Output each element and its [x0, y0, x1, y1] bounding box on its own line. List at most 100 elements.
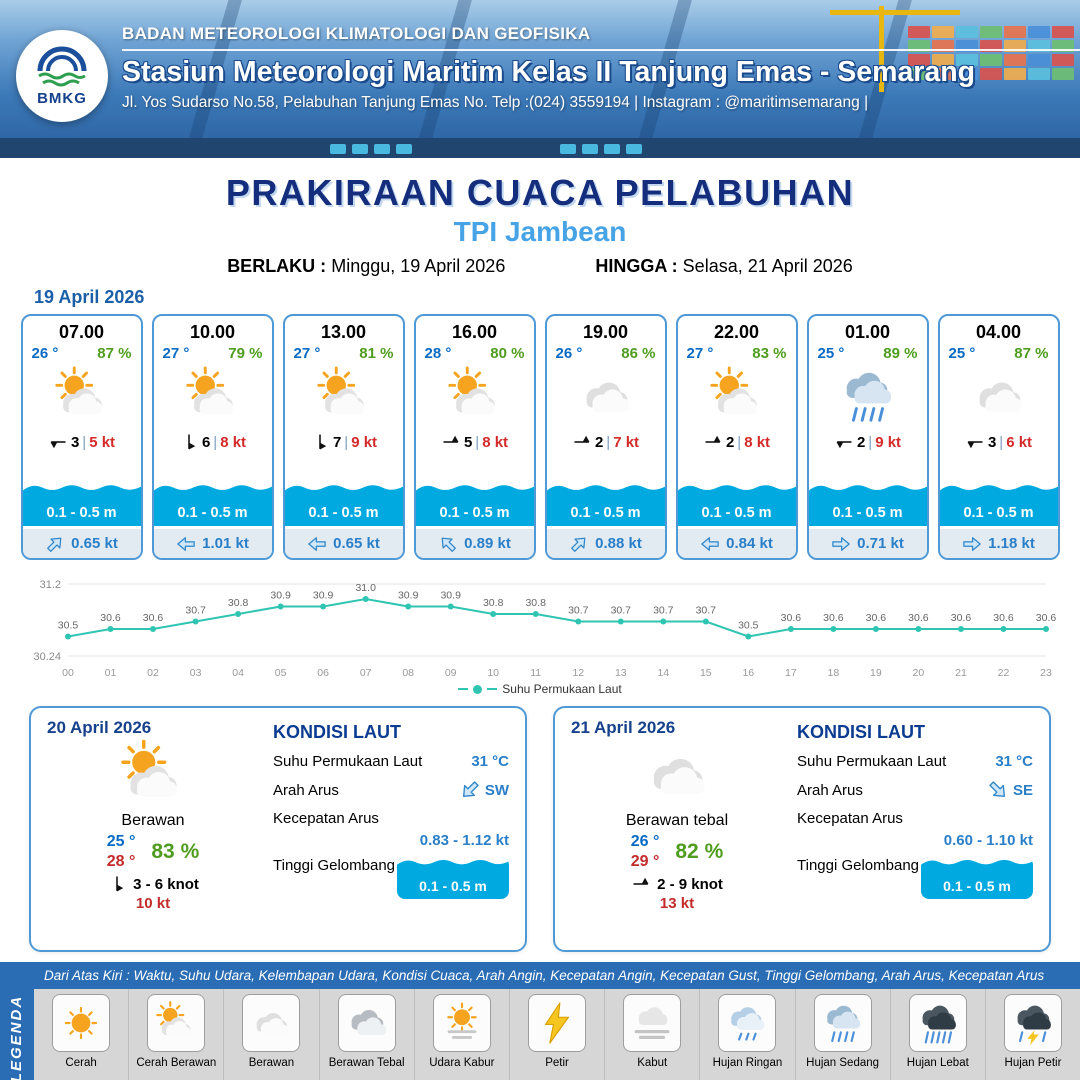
legend-weather-icon — [337, 994, 396, 1052]
humidity: 82 % — [675, 840, 724, 863]
daily-temps: 26 ° 29 ° 82 % — [631, 832, 724, 872]
svg-text:30.6: 30.6 — [908, 612, 929, 624]
svg-text:08: 08 — [402, 667, 414, 679]
legend-label: Hujan Petir — [1004, 1057, 1062, 1069]
svg-text:30.8: 30.8 — [228, 597, 249, 609]
sst-label: Suhu Permukaan Laut — [797, 753, 947, 770]
chart-legend: Suhu Permukaan Laut — [20, 682, 1060, 696]
wind-row: 3 - 6 knot — [107, 874, 199, 894]
legend-line — [458, 688, 469, 690]
wave-crest — [284, 481, 403, 491]
svg-text:31.0: 31.0 — [355, 582, 376, 594]
forecast-time: 10.00 — [189, 322, 236, 342]
air-temperature: 26 ° — [31, 345, 59, 362]
legend-weather-icon — [528, 994, 587, 1052]
wind-row: 5 | 8 kt — [416, 432, 534, 452]
svg-text:30.6: 30.6 — [951, 612, 972, 624]
current-speed: 1.18 kt — [988, 535, 1035, 552]
wave-height-band: 0.1 - 0.5 m — [677, 481, 796, 526]
forecast-card: 04.00 25 ° 87 % 3 | 6 kt 0.1 - 0.5 m 1.1… — [937, 314, 1060, 560]
sea-condition-block: KONDISI LAUT Suhu Permukaan Laut 31 °C A… — [259, 718, 509, 940]
svg-text:30.6: 30.6 — [781, 612, 802, 624]
svg-text:04: 04 — [232, 667, 244, 679]
svg-text:10: 10 — [487, 667, 499, 679]
separator: | — [999, 433, 1004, 451]
page-title: PRAKIRAAN CUACA PELABUHAN — [225, 172, 855, 213]
svg-text:30.7: 30.7 — [185, 605, 206, 617]
current-strip: 1.18 kt — [939, 526, 1058, 558]
svg-text:14: 14 — [657, 667, 669, 679]
location-title: TPI Jambean — [453, 216, 627, 247]
current-speed-value: 0.83 - 1.12 kt — [419, 832, 509, 849]
legend-label: Cerah — [65, 1057, 97, 1069]
current-direction-text: SE — [1012, 781, 1033, 799]
wave-height: 0.1 - 0.5 m — [832, 505, 903, 521]
wave-height-label: Tinggi Gelombang — [797, 857, 920, 874]
svg-text:30.8: 30.8 — [525, 597, 546, 609]
svg-text:20: 20 — [913, 667, 925, 679]
chart-legend-label: Suhu Permukaan Laut — [502, 682, 622, 696]
current-direction-row: Arah Arus SW — [273, 779, 509, 801]
wind-speed: 3 — [70, 433, 80, 451]
temp-min: 25 ° — [106, 833, 136, 850]
legend-vertical-banner: LEGENDA — [0, 989, 34, 1080]
current-speed-row: Kecepatan Arus — [273, 810, 509, 827]
svg-text:07: 07 — [360, 667, 372, 679]
wave-crest — [677, 481, 796, 491]
svg-text:30.6: 30.6 — [993, 612, 1014, 624]
current-speed: 1.01 kt — [202, 535, 249, 552]
temp-max: 28 ° — [106, 853, 136, 870]
wave-height-band: 0.1 - 0.5 m — [284, 481, 403, 526]
current-strip: 0.71 kt — [808, 526, 927, 558]
legend-item: Hujan Lebat — [891, 989, 986, 1080]
current-strip: 0.65 kt — [284, 526, 403, 558]
humidity: 81 % — [359, 345, 394, 362]
wind-speed: 2 — [856, 433, 866, 451]
current-direction-icon — [459, 779, 481, 801]
daily-date: 20 April 2026 — [47, 718, 152, 737]
humidity: 79 % — [228, 345, 263, 362]
legend-section: Dari Atas Kiri : Waktu, Suhu Udara, Kele… — [0, 962, 1080, 1080]
temp-humidity-row: 25 ° 89 % — [809, 343, 927, 362]
wind-range: 2 - 9 knot — [657, 875, 723, 893]
current-direction-text: SW — [484, 781, 509, 799]
legend-weather-icon — [718, 994, 777, 1052]
gust-speed: 9 kt — [875, 433, 902, 451]
sst-value: 31 °C — [995, 753, 1033, 770]
sea-condition-title: KONDISI LAUT — [273, 722, 401, 742]
wave-height-value: 0.1 - 0.5 m — [943, 878, 1011, 894]
current-direction-icon — [176, 534, 196, 554]
wave-height-band: 0.1 - 0.5 m — [808, 481, 927, 526]
header-text-block: BADAN METEOROLOGI KLIMATOLOGI DAN GEOFIS… — [122, 0, 1080, 112]
separator: | — [868, 433, 873, 451]
weather-icon — [285, 364, 403, 428]
legend-item: Hujan Ringan — [700, 989, 796, 1080]
svg-text:16: 16 — [742, 667, 754, 679]
weather-icon — [154, 364, 272, 428]
air-temperature: 25 ° — [817, 345, 845, 362]
daily-forecast-card: 20 April 2026 Berawan 25 ° 28 ° 83 % 3 -… — [29, 706, 527, 952]
temp-humidity-row: 27 ° 83 % — [678, 343, 796, 362]
wind-row: 2 | 9 kt — [809, 432, 927, 452]
temp-range: 26 ° 29 ° — [631, 832, 660, 872]
daily-date: 21 April 2026 — [571, 718, 676, 737]
forecast-card: 01.00 25 ° 89 % 2 | 9 kt 0.1 - 0.5 m 0.7… — [806, 314, 929, 560]
current-direction-value: SW — [459, 779, 509, 801]
current-direction-icon — [700, 534, 720, 554]
wind-speed: 6 — [201, 433, 211, 451]
current-direction-row: Arah Arus SE — [797, 779, 1033, 801]
current-direction-icon — [45, 534, 65, 554]
temp-humidity-row: 26 ° 87 % — [23, 343, 141, 362]
forecast-time: 07.00 — [58, 322, 105, 342]
separator: | — [213, 433, 218, 451]
legend-label: Petir — [545, 1057, 569, 1069]
wave-height-box: 0.1 - 0.5 m — [921, 857, 1033, 899]
temp-humidity-row: 26 ° 86 % — [547, 343, 665, 362]
humidity: 83 % — [151, 840, 200, 863]
wave-height-value: 0.1 - 0.5 m — [419, 878, 487, 894]
wind-barb-icon — [965, 432, 985, 452]
forecast-time: 16.00 — [451, 322, 498, 342]
wave-height-label: Tinggi Gelombang — [273, 857, 396, 874]
svg-text:30.7: 30.7 — [653, 605, 674, 617]
